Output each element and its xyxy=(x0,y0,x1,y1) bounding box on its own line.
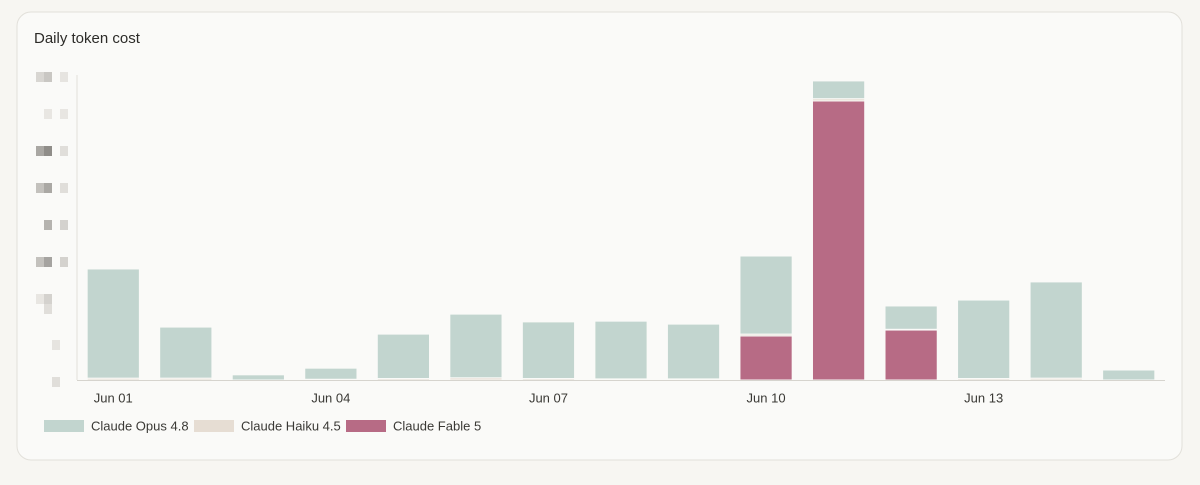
bar-segment xyxy=(86,268,140,379)
bar-segment xyxy=(231,374,285,381)
chart-title: Daily token cost xyxy=(34,30,141,47)
bar-segment xyxy=(811,80,866,100)
bar-segment xyxy=(521,321,576,380)
plot xyxy=(86,80,1156,381)
x-tick-label: Jun 04 xyxy=(311,390,350,405)
bar-segment xyxy=(884,329,938,381)
bar-segment xyxy=(739,335,793,381)
x-tick-label: Jun 10 xyxy=(747,390,786,405)
bar-segment xyxy=(449,313,503,379)
x-tick-label: Jun 01 xyxy=(94,390,133,405)
redacted-y-labels xyxy=(36,72,68,387)
card xyxy=(16,11,1183,461)
legend-label: Claude Fable 5 xyxy=(393,418,481,433)
bar-segment xyxy=(811,100,866,381)
legend-swatch xyxy=(44,420,84,432)
legend-label: Claude Opus 4.8 xyxy=(91,418,189,433)
legend-label: Claude Haiku 4.5 xyxy=(241,418,341,433)
legend-swatch xyxy=(194,420,234,432)
x-tick-label: Jun 13 xyxy=(964,390,1003,405)
bar-segment xyxy=(159,326,213,379)
x-tick-label: Jun 07 xyxy=(529,390,568,405)
bar-segment xyxy=(376,333,431,380)
legend-swatch xyxy=(346,420,386,432)
bar-segment xyxy=(884,305,938,330)
bar-segment xyxy=(666,323,721,380)
bar-segment xyxy=(957,299,1011,380)
bar-segment xyxy=(1102,369,1156,381)
bar-segment xyxy=(1029,281,1083,379)
bar-segment xyxy=(739,255,793,335)
bar-segment xyxy=(594,320,648,380)
bar-segment xyxy=(304,367,358,380)
